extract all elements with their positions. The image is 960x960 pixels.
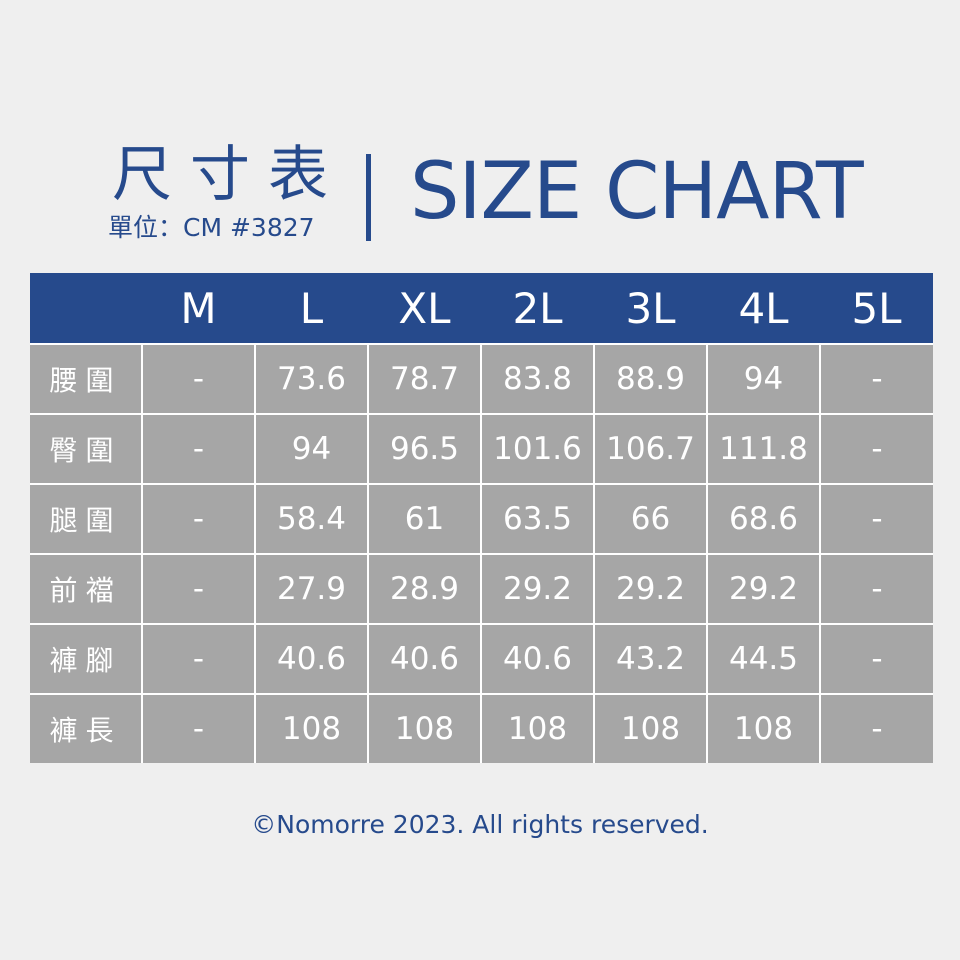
column-header [30, 273, 142, 344]
table-cell: 108 [254, 693, 369, 763]
table-cell: 28.9 [367, 553, 482, 625]
column-header: 3L [594, 273, 707, 344]
copyright-footer: ©Nomorre 2023. All rights reserved. [251, 810, 709, 839]
table-cell: - [141, 553, 256, 625]
table-cell: 40.6 [254, 623, 369, 695]
table-row: 臀圍 -94 96.5 101.6 106.7 111.8- [30, 413, 933, 485]
table-cell: 108 [480, 693, 595, 763]
table-cell: - [141, 623, 256, 695]
column-header: L [255, 273, 368, 344]
title-divider [366, 154, 371, 241]
table-cell: 29.2 [593, 553, 708, 625]
table-cell: 68.6 [706, 483, 821, 555]
title-english: SIZE CHART [410, 147, 864, 237]
table-cell: 106.7 [593, 413, 708, 485]
table-cell: 78.7 [367, 343, 482, 415]
table-cell: 44.5 [706, 623, 821, 695]
table-cell: 63.5 [480, 483, 595, 555]
table-cell: 108 [367, 693, 482, 763]
column-header: 2L [481, 273, 594, 344]
table-cell: 58.4 [254, 483, 369, 555]
table-cell: 101.6 [480, 413, 595, 485]
table-cell: 94 [706, 343, 821, 415]
table-cell: - [141, 343, 256, 415]
column-header: M [142, 273, 255, 344]
table-cell: - [819, 413, 933, 485]
table-cell: 94 [254, 413, 369, 485]
title-chinese: 尺寸表 [112, 140, 346, 210]
row-label: 褲腳 [30, 623, 143, 695]
unit-label: 單位：CM #3827 [108, 213, 315, 242]
table-cell: - [141, 693, 256, 763]
table-row: 腰圍 -73.6 78.7 83.8 88.9 94- [30, 343, 933, 415]
table-cell: 96.5 [367, 413, 482, 485]
table-row: 褲長 -108 108 108 108 108- [30, 693, 933, 763]
column-header: 5L [820, 273, 933, 344]
row-label: 臀圍 [30, 413, 143, 485]
table-cell: 29.2 [706, 553, 821, 625]
table-cell: - [819, 483, 933, 555]
table-cell: 43.2 [593, 623, 708, 695]
table-cell: 61 [367, 483, 482, 555]
table-cell: 40.6 [480, 623, 595, 695]
table-cell: - [819, 343, 933, 415]
table-cell: - [819, 623, 933, 695]
table-cell: 108 [706, 693, 821, 763]
table-cell: 111.8 [706, 413, 821, 485]
table-cell: - [819, 553, 933, 625]
table-row: 褲腳 -40.6 40.6 40.6 43.2 44.5- [30, 623, 933, 695]
row-label: 腿圍 [30, 483, 143, 555]
table-row: 前襠 -27.9 28.9 29.2 29.2 29.2- [30, 553, 933, 625]
column-header: XL [368, 273, 481, 344]
size-table: M L XL 2L 3L 4L 5L 腰圍 -73.6 78.7 83.8 88.9 94- 臀圍 -94… [30, 273, 933, 763]
row-label: 褲長 [30, 693, 143, 763]
table-cell: - [141, 483, 256, 555]
column-header: 4L [707, 273, 820, 344]
header-row: M L XL 2L 3L 4L 5L [30, 273, 933, 344]
table-cell: 83.8 [480, 343, 595, 415]
table-cell: 73.6 [254, 343, 369, 415]
table-cell: 40.6 [367, 623, 482, 695]
row-label: 腰圍 [30, 343, 143, 415]
row-label: 前襠 [30, 553, 143, 625]
table-cell: 88.9 [593, 343, 708, 415]
table-cell: 108 [593, 693, 708, 763]
table-cell: - [141, 413, 256, 485]
table-cell: 66 [593, 483, 708, 555]
table-row: 腿圍 -58.4 61 63.5 66 68.6- [30, 483, 933, 555]
table-cell: 29.2 [480, 553, 595, 625]
table-cell: 27.9 [254, 553, 369, 625]
table-cell: - [819, 693, 933, 763]
